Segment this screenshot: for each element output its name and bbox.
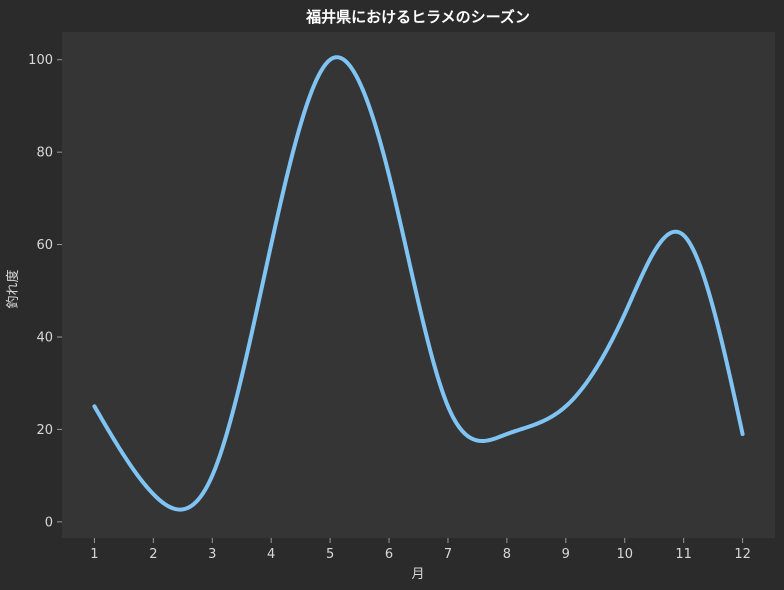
x-tick-label: 3	[208, 547, 216, 562]
y-tick-label: 40	[36, 330, 53, 345]
x-tick-label: 1	[90, 547, 98, 562]
x-axis-label: 月	[411, 567, 424, 582]
y-axis-label: 釣れ度	[5, 269, 21, 308]
x-tick-label: 6	[385, 547, 393, 562]
x-tick-label: 10	[616, 547, 633, 562]
plot-area	[62, 32, 775, 538]
x-tick-label: 11	[675, 547, 692, 562]
x-tick-label: 5	[326, 547, 334, 562]
x-tick-label: 4	[267, 547, 275, 562]
x-tick-label: 9	[562, 547, 570, 562]
y-tick-label: 60	[36, 238, 53, 253]
y-tick-label: 20	[36, 423, 53, 438]
x-axis: 1 2 3 4 5 6 7 8 9 10 11 12	[90, 538, 751, 562]
series-line	[92, 55, 745, 512]
x-tick-label: 8	[503, 547, 511, 562]
x-tick-label: 7	[444, 547, 452, 562]
x-tick-label: 12	[734, 547, 751, 562]
y-axis: 0 20 40 60 80 100	[28, 53, 62, 530]
y-tick-label: 0	[45, 515, 53, 530]
y-tick-label: 80	[36, 146, 53, 161]
chart-title: 福井県におけるヒラメのシーズン	[305, 8, 530, 26]
x-tick-label: 2	[149, 547, 157, 562]
y-tick-label: 100	[28, 53, 53, 68]
